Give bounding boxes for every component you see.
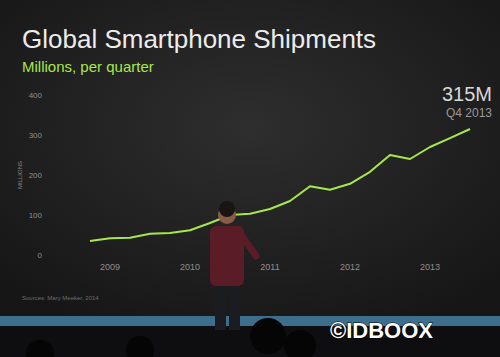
x-tick-label: 2010 [180, 262, 200, 272]
presenter-arm [242, 236, 256, 256]
y-tick-label: 400 [29, 91, 43, 100]
x-tick-label: 2013 [420, 262, 440, 272]
x-tick-label: 2009 [100, 262, 120, 272]
chart: Global Smartphone Shipments Millions, per… [0, 0, 500, 357]
y-tick-label: 100 [29, 211, 43, 220]
presenter-leg [215, 282, 226, 330]
presenter-hair [219, 201, 235, 217]
audience-head [126, 336, 154, 357]
y-tick-label: 300 [29, 131, 43, 140]
plot-area [90, 129, 470, 241]
title: Global Smartphone Shipments [22, 24, 376, 54]
audience-head [250, 318, 286, 354]
presenter-leg [229, 282, 240, 330]
data-line [90, 129, 470, 241]
watermark: ©IDBOOX [330, 318, 433, 343]
y-tick-label: 200 [29, 171, 43, 180]
x-tick-label: 2011 [260, 262, 279, 272]
audience-head [26, 340, 54, 357]
annotation: 315M [442, 83, 492, 105]
y-tick-label: 0 [38, 251, 43, 260]
audience-head [284, 330, 316, 357]
annotation: Sources: Mary Meeker, 2014 [22, 295, 99, 301]
x-tick-label: 2012 [340, 262, 360, 272]
subtitle: Millions, per quarter [22, 58, 154, 75]
annotation: Q4 2013 [446, 106, 492, 120]
y-axis-label: MILLIONS [17, 161, 23, 189]
screen [0, 0, 500, 318]
